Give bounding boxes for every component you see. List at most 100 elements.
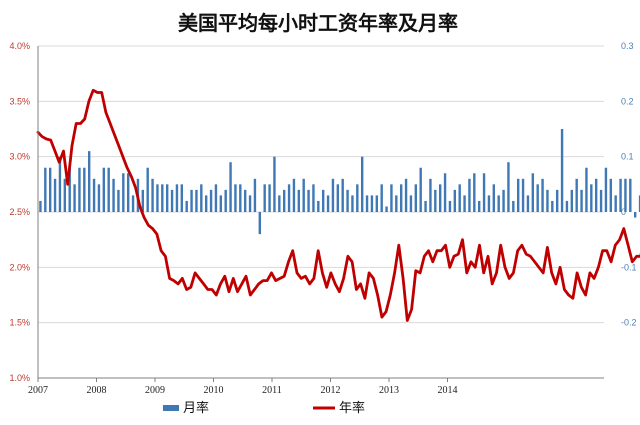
bar	[282, 189, 286, 212]
bar	[575, 178, 578, 212]
bar	[63, 178, 67, 212]
bar	[190, 189, 193, 212]
legend-bar-swatch	[163, 405, 179, 411]
bar	[356, 184, 359, 212]
left-axis-tick-label: 3.0%	[9, 152, 30, 162]
bar	[165, 184, 169, 212]
bar	[633, 212, 637, 218]
bar	[419, 167, 422, 212]
bar	[302, 178, 305, 212]
bar	[326, 195, 330, 212]
bar	[468, 178, 471, 212]
bar	[312, 184, 315, 212]
bar	[78, 167, 81, 212]
bar	[541, 178, 544, 212]
bar	[195, 189, 198, 212]
bar	[253, 178, 257, 212]
bar	[599, 189, 603, 212]
bar	[551, 200, 554, 212]
bar	[594, 178, 598, 212]
bar	[122, 173, 125, 212]
bar	[360, 156, 364, 212]
legend: 月率 年率	[163, 400, 365, 416]
bar	[48, 167, 52, 212]
bar	[429, 178, 432, 212]
left-axis-tick-label: 1.0%	[9, 373, 30, 383]
bar	[507, 162, 510, 212]
bar	[156, 184, 159, 212]
bar	[204, 195, 208, 212]
bar	[458, 184, 461, 212]
bar	[516, 178, 520, 212]
bar	[351, 195, 354, 212]
bar	[243, 189, 247, 212]
bar	[287, 184, 291, 212]
bar	[580, 189, 583, 212]
bar	[638, 195, 640, 212]
bar	[497, 195, 500, 212]
bar	[629, 178, 632, 212]
bar	[609, 178, 613, 212]
bar	[365, 195, 369, 212]
bar	[209, 189, 213, 212]
bar	[180, 184, 184, 212]
bar	[390, 184, 393, 212]
bar	[175, 184, 179, 212]
bar	[463, 195, 466, 212]
x-axis-tick-label: 2010	[204, 385, 224, 396]
bar	[83, 167, 86, 212]
left-axis-tick-label: 3.5%	[9, 96, 30, 106]
bar	[68, 167, 71, 212]
bar	[619, 178, 622, 212]
bar	[512, 200, 515, 212]
bar	[87, 151, 91, 212]
chart-title: 美国平均每小时工资年率及月率	[178, 11, 458, 35]
bar	[117, 189, 120, 212]
x-axis-tick-label: 2011	[262, 385, 282, 396]
bar	[170, 189, 174, 212]
bar	[258, 212, 262, 235]
bar	[297, 189, 301, 212]
right-axis-tick-label: 0.3	[621, 41, 634, 51]
bar	[307, 189, 310, 212]
bar	[438, 184, 442, 212]
bar	[585, 167, 588, 212]
bar	[546, 189, 549, 212]
bar	[385, 206, 388, 212]
bar	[292, 178, 296, 212]
bar	[555, 189, 559, 212]
bar	[448, 200, 452, 212]
bar	[424, 200, 427, 212]
bar	[126, 173, 130, 212]
x-axis-tick-label: 2008	[87, 385, 107, 396]
bar	[492, 184, 496, 212]
bar	[268, 184, 271, 212]
bar	[531, 173, 535, 212]
bar	[624, 178, 627, 212]
bar	[487, 195, 491, 212]
x-axis-tick-label: 2007	[28, 385, 48, 396]
right-axis-tick-label: 0	[621, 207, 626, 217]
bar	[161, 184, 164, 212]
bar	[590, 184, 593, 212]
bar	[346, 189, 349, 212]
bar	[565, 200, 569, 212]
right-axis-tick-label: -0.1	[621, 262, 637, 272]
bar	[263, 184, 266, 212]
bar	[239, 184, 242, 212]
bar	[477, 200, 481, 212]
bar	[248, 195, 252, 212]
bar	[107, 167, 110, 212]
bar	[560, 129, 564, 212]
bar	[92, 178, 96, 212]
x-axis-tick-label: 2009	[145, 385, 165, 396]
line-series-annual	[36, 88, 640, 322]
bar	[502, 189, 505, 212]
bar	[321, 189, 325, 212]
bar	[278, 195, 281, 212]
left-axis-tick-label: 2.0%	[9, 262, 30, 272]
left-axis-tick-label: 4.0%	[9, 41, 30, 51]
bar	[521, 178, 525, 212]
bar	[536, 184, 539, 212]
